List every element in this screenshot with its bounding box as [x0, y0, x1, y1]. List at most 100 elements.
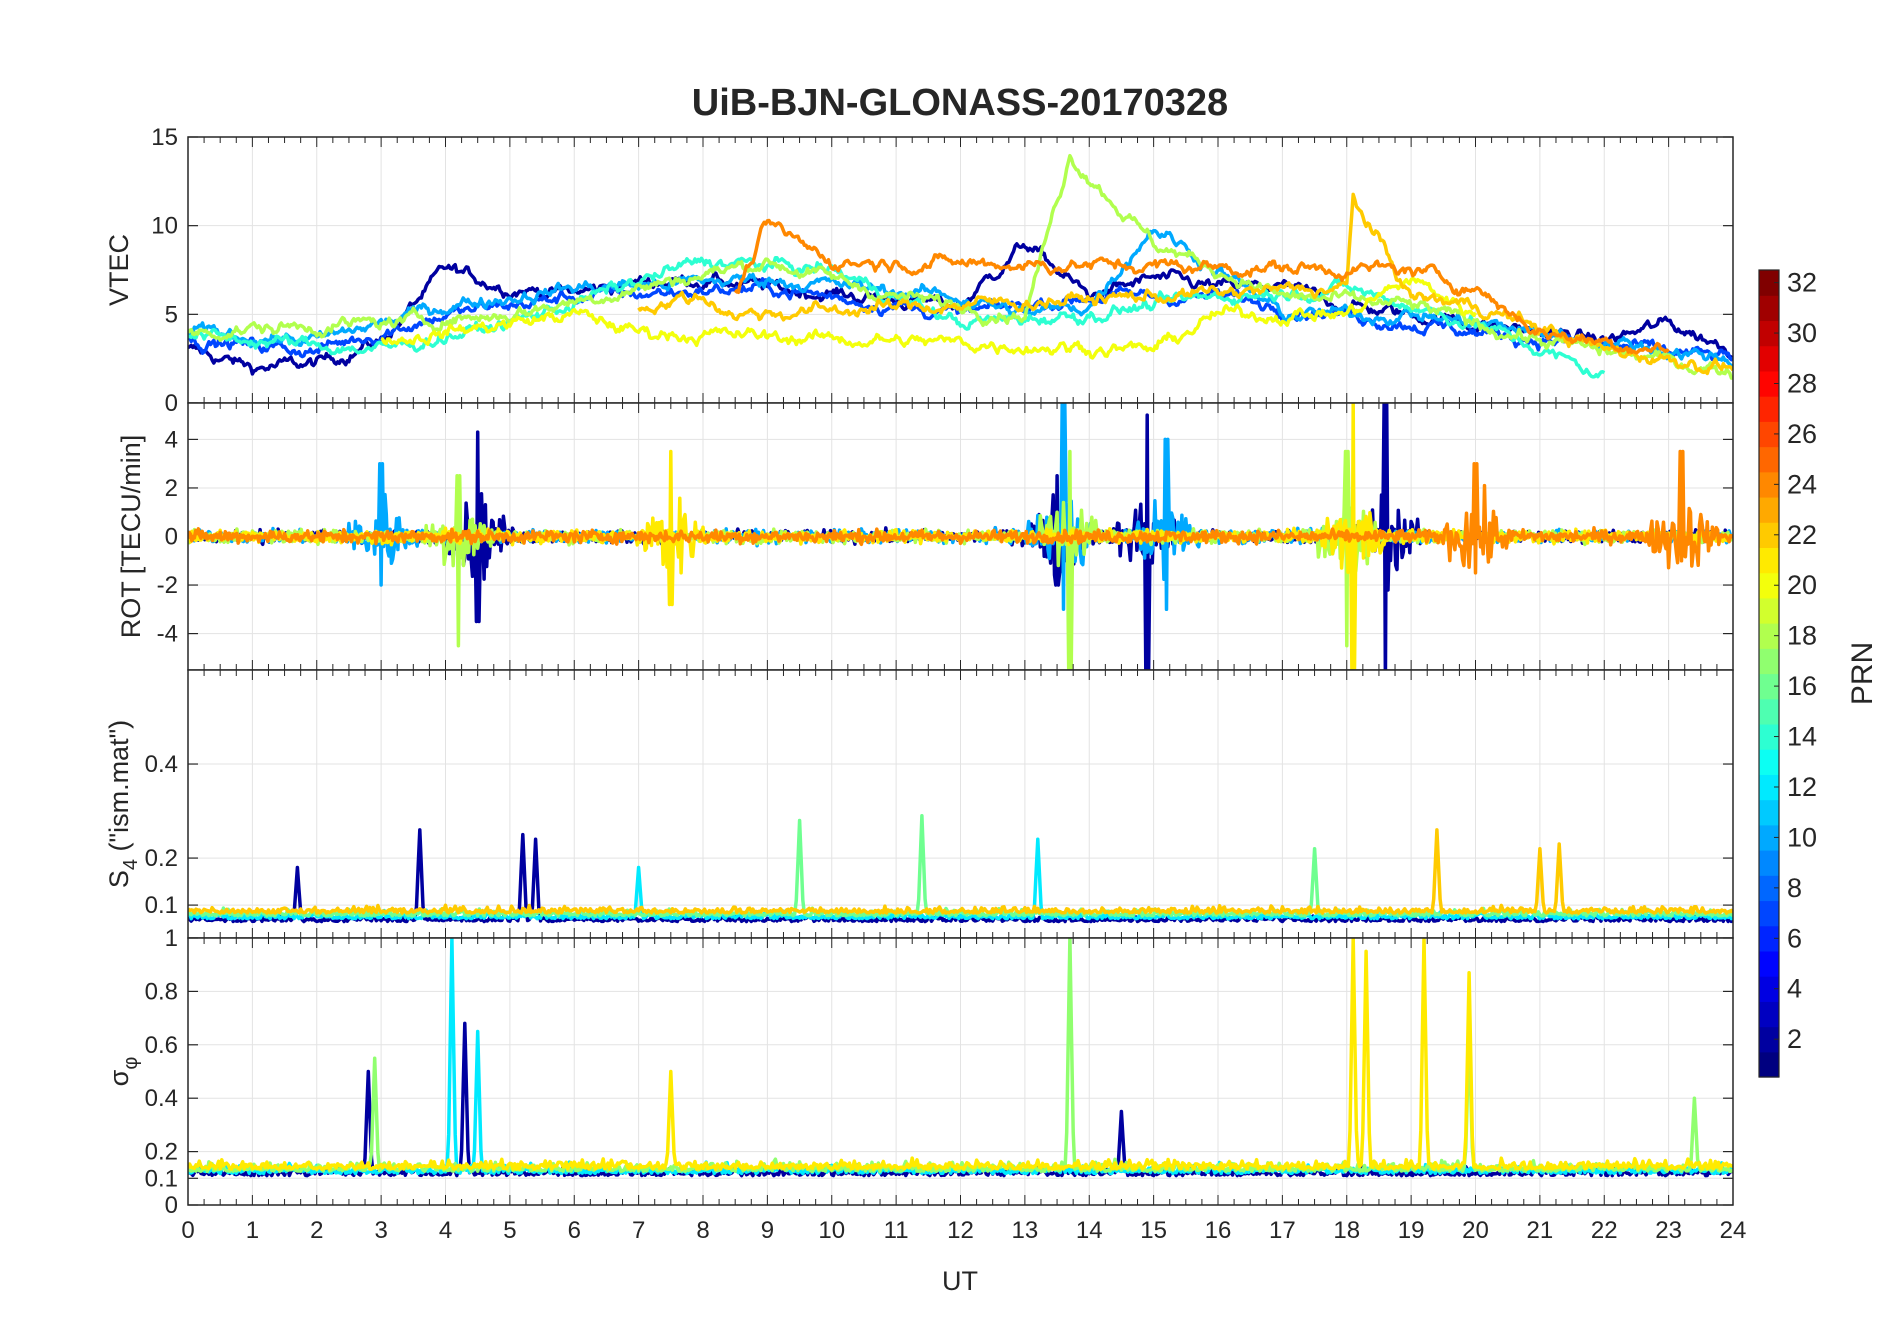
- y-tick-label: 4: [165, 426, 178, 453]
- x-tick-label: 15: [1140, 1217, 1167, 1244]
- colorbar-swatch: [1759, 774, 1779, 801]
- colorbar-swatch: [1759, 547, 1779, 574]
- colorbar-tick-label: 24: [1787, 469, 1817, 499]
- colorbar-swatch: [1759, 345, 1779, 372]
- colorbar-swatch: [1759, 320, 1779, 347]
- y-axis-label-main: σ: [104, 1069, 134, 1086]
- colorbar-tick-label: 30: [1787, 318, 1817, 348]
- x-tick-label: 1: [246, 1217, 259, 1244]
- colorbar-tick-label: 10: [1787, 822, 1817, 852]
- colorbar-swatch: [1759, 396, 1779, 422]
- y-tick-label: 0.2: [145, 845, 178, 872]
- colorbar-swatch: [1759, 648, 1779, 675]
- x-tick-label: 6: [568, 1217, 581, 1244]
- y-tick-label: 10: [151, 213, 178, 240]
- y-axis-label: ROT [TECU/min]: [116, 435, 146, 639]
- y-tick-label: 15: [151, 124, 178, 151]
- y-tick-label: 0.6: [145, 1032, 178, 1059]
- colorbar-swatch: [1759, 572, 1779, 599]
- colorbar-swatch: [1759, 1026, 1779, 1053]
- series-line-prn-24: [733, 218, 1670, 355]
- x-tick-label: 20: [1462, 1217, 1489, 1244]
- y-tick-label: 0: [165, 524, 178, 551]
- colorbar-frame: [1758, 269, 1780, 1078]
- x-axis-label: UT: [942, 1266, 978, 1296]
- x-tick-label: 10: [818, 1217, 845, 1244]
- panel-1: 0 5 10 15 VTEC: [104, 124, 1734, 417]
- colorbar-swatch: [1759, 749, 1779, 775]
- colorbar-swatch: [1759, 925, 1779, 952]
- colorbar-swatch: [1759, 471, 1779, 498]
- colorbar-swatch: [1759, 1001, 1779, 1028]
- x-tick-label: 11: [884, 1217, 909, 1244]
- y-axis-label: S4 ("ism.mat"): [104, 720, 142, 888]
- colorbar-tick-label: 32: [1787, 268, 1817, 298]
- x-tick-label: 13: [1012, 1217, 1039, 1244]
- colorbar-label: PRN: [1846, 642, 1879, 705]
- colorbar-swatch: [1759, 950, 1779, 977]
- y-tick-label: 0.4: [145, 751, 178, 778]
- series-line-prn-18: [188, 153, 1733, 380]
- y-tick-label: -2: [157, 572, 178, 599]
- colorbar-swatch: [1759, 698, 1779, 725]
- series-line-prn-20: [380, 276, 1478, 360]
- y-tick-label: 5: [165, 301, 178, 328]
- x-tick-label: 9: [761, 1217, 774, 1244]
- y-axis-label: σφ: [104, 1057, 142, 1087]
- x-tick-label: 23: [1655, 1217, 1682, 1244]
- x-tick-label: 4: [439, 1217, 452, 1244]
- series-line-prn-22: [188, 828, 1733, 915]
- colorbar-swatch: [1759, 522, 1779, 549]
- colorbar-swatch: [1759, 270, 1779, 296]
- colorbar-swatch: [1759, 295, 1779, 322]
- colorbar-swatch: [1759, 623, 1779, 649]
- series-line-prn-22: [637, 192, 1733, 376]
- colorbar-swatch: [1759, 875, 1779, 902]
- y-axis-label-rest: ("ism.mat"): [104, 720, 134, 859]
- y-axis-label: VTEC: [104, 234, 134, 306]
- colorbar-tick-label: 4: [1787, 974, 1802, 1004]
- x-tick-label: 22: [1591, 1217, 1618, 1244]
- panel-3: 0.1 0.2 0.4S4 ("ism.mat"): [104, 669, 1734, 939]
- y-tick-label: 0.1: [145, 892, 178, 919]
- x-tick-label: 16: [1205, 1217, 1232, 1244]
- colorbar-tick-label: 6: [1787, 923, 1802, 953]
- colorbar-tick-label: 16: [1787, 671, 1817, 701]
- x-tick-label: 0: [181, 1217, 194, 1244]
- colorbar-swatch: [1759, 1051, 1779, 1078]
- y-tick-label: -4: [157, 621, 178, 648]
- y-tick-label: 0: [165, 390, 178, 417]
- colorbar-tick-label: 14: [1787, 722, 1817, 752]
- y-axis-label-sub: 4: [120, 859, 142, 870]
- y-tick-label: 0.1: [145, 1165, 178, 1192]
- colorbar-tick-label: 22: [1787, 520, 1817, 550]
- panel-2: -4 -2 0 2 4 ROT [TECU/min]: [116, 402, 1734, 671]
- colorbar-swatch: [1759, 421, 1779, 448]
- colorbar-swatch: [1759, 496, 1779, 523]
- x-tick-label: 5: [503, 1217, 516, 1244]
- x-tick-label: 21: [1527, 1217, 1554, 1244]
- panel-data: [188, 938, 1733, 1178]
- colorbar-tick-label: 26: [1787, 419, 1817, 449]
- colorbar-swatch: [1759, 673, 1779, 700]
- y-axis-label-sub: φ: [120, 1057, 142, 1070]
- x-tick-label: 19: [1398, 1217, 1425, 1244]
- colorbar-swatch: [1759, 976, 1779, 1002]
- colorbar-tick-label: 8: [1787, 873, 1802, 903]
- panel-frame: [187, 937, 1734, 1206]
- colorbar-tick-label: 18: [1787, 621, 1817, 651]
- x-tick-label: 7: [632, 1217, 645, 1244]
- x-tick-label: 24: [1720, 1217, 1747, 1244]
- series-line-prn-24: [188, 449, 1733, 575]
- colorbar-tick-label: 2: [1787, 1024, 1802, 1054]
- colorbar-swatch: [1759, 850, 1779, 876]
- chart-title: UiB-BJN-GLONASS-20170328: [692, 82, 1228, 124]
- panel-data: [188, 153, 1733, 380]
- x-tick-label: 14: [1076, 1217, 1103, 1244]
- y-tick-label: 0.8: [145, 978, 178, 1005]
- colorbar-swatch: [1759, 723, 1779, 750]
- colorbar-swatch: [1759, 824, 1779, 851]
- panel-data: [188, 814, 1733, 924]
